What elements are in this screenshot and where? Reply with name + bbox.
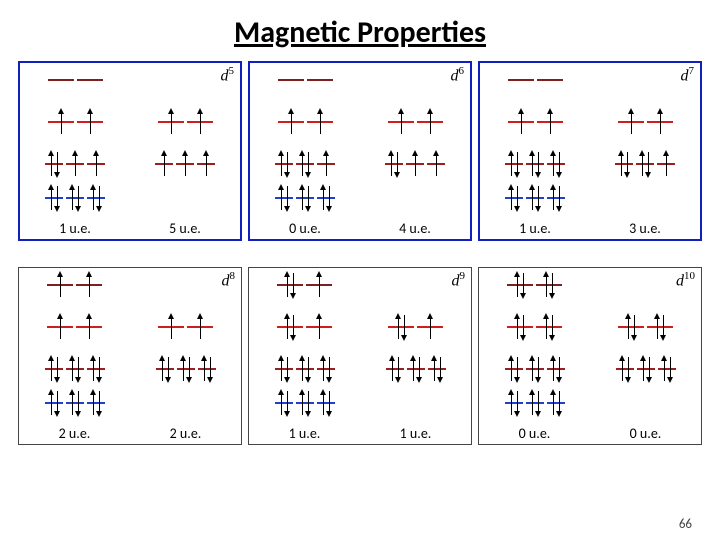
unpaired-label: 1 u.e. — [480, 220, 590, 237]
panel-d7: d71 u.e.3 u.e. — [478, 61, 702, 241]
config-column: 1 u.e. — [20, 63, 130, 239]
unpaired-label: 1 u.e. — [360, 425, 471, 442]
unpaired-label: 4 u.e. — [360, 220, 470, 237]
config-column: 4 u.e. — [360, 63, 470, 239]
panel-d8: d82 u.e.2 u.e. — [18, 267, 242, 445]
panel-d9: d91 u.e.1 u.e. — [248, 267, 472, 445]
page-title: Magnetic Properties — [0, 0, 720, 61]
unpaired-label: 0 u.e. — [479, 425, 590, 442]
panel-d6: d60 u.e.4 u.e. — [248, 61, 472, 241]
config-column: 0 u.e. — [250, 63, 360, 239]
config-column: 5 u.e. — [130, 63, 240, 239]
config-column: 2 u.e. — [19, 268, 130, 444]
unpaired-label: 0 u.e. — [250, 220, 360, 237]
page-number: 66 — [679, 517, 692, 532]
panel-row-2: d82 u.e.2 u.e.d91 u.e.1 u.e.d100 u.e.0 u… — [18, 267, 702, 445]
panel-d10: d100 u.e.0 u.e. — [478, 267, 702, 445]
config-column: 1 u.e. — [360, 268, 471, 444]
config-column: 1 u.e. — [480, 63, 590, 239]
unpaired-label: 5 u.e. — [130, 220, 240, 237]
config-column: 2 u.e. — [130, 268, 241, 444]
config-column: 3 u.e. — [590, 63, 700, 239]
config-column: 0 u.e. — [590, 268, 701, 444]
unpaired-label: 2 u.e. — [130, 425, 241, 442]
unpaired-label: 2 u.e. — [19, 425, 130, 442]
unpaired-label: 0 u.e. — [590, 425, 701, 442]
config-column: 1 u.e. — [249, 268, 360, 444]
unpaired-label: 1 u.e. — [249, 425, 360, 442]
panel-row-1: d51 u.e.5 u.e.d60 u.e.4 u.e.d71 u.e.3 u.… — [18, 61, 702, 241]
panel-d5: d51 u.e.5 u.e. — [18, 61, 242, 241]
unpaired-label: 3 u.e. — [590, 220, 700, 237]
panel-grid: d51 u.e.5 u.e.d60 u.e.4 u.e.d71 u.e.3 u.… — [0, 61, 720, 445]
config-column: 0 u.e. — [479, 268, 590, 444]
unpaired-label: 1 u.e. — [20, 220, 130, 237]
